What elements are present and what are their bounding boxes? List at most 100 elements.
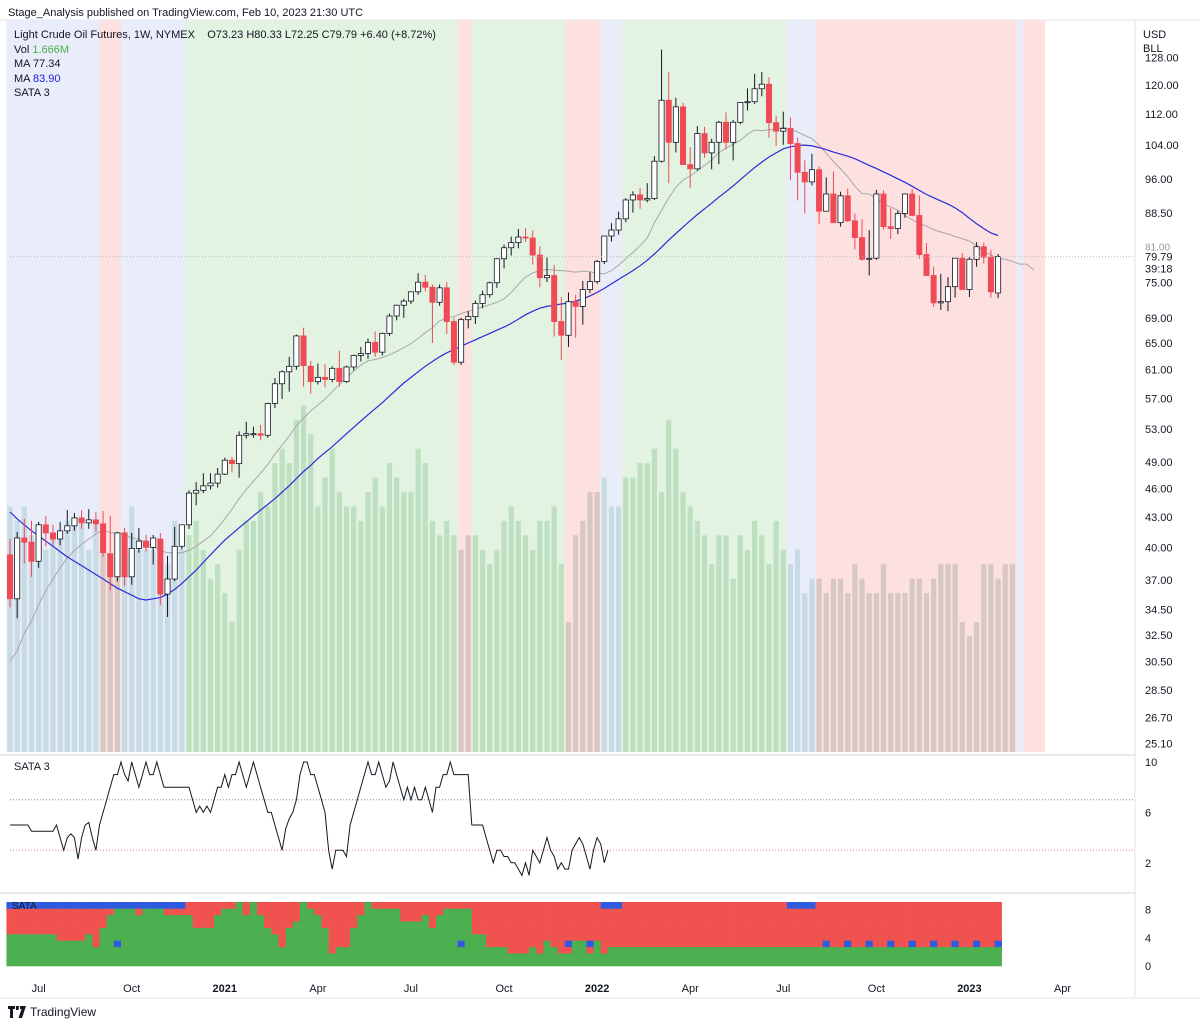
sata-heatmap-cell: [407, 934, 415, 941]
sata-heatmap-cell: [285, 946, 294, 954]
candle-body: [801, 171, 808, 183]
sata-heatmap-cell: [758, 927, 766, 935]
sata-heatmap-cell: [772, 908, 780, 916]
sata-heatmap-cell: [507, 902, 516, 909]
sata-heatmap-cell: [643, 959, 652, 967]
volume-bar: [966, 636, 973, 752]
stage-background-band: [249, 20, 258, 752]
candle-body: [565, 301, 572, 336]
volume-bar: [544, 520, 550, 752]
sata-heatmap-cell: [536, 921, 544, 928]
sata-heatmap-cell: [285, 934, 294, 941]
tradingview-footer[interactable]: TradingView: [8, 1005, 96, 1019]
sata-heatmap-cell: [357, 921, 365, 928]
time-axis-label: Oct: [123, 983, 140, 995]
sata-heatmap-cell: [178, 927, 186, 935]
candle-body: [293, 335, 300, 367]
sata-heatmap-cell: [894, 934, 902, 941]
candlestick: [57, 521, 64, 546]
sata-heatmap-cell: [915, 921, 924, 928]
sata-heatmap-cell: [743, 959, 752, 967]
legend-sata-row[interactable]: SATA 3: [14, 86, 436, 101]
sata-heatmap-cell: [657, 908, 666, 916]
candle-body: [57, 530, 64, 540]
sata-heatmap-cell: [973, 921, 981, 928]
sata-heatmap-cell: [930, 914, 938, 922]
sata-heatmap-cell: [285, 927, 294, 935]
sata-heatmap-cell: [693, 927, 702, 935]
sata-heatmap-cell: [471, 927, 480, 935]
sata-heatmap-cell: [650, 927, 659, 935]
stage-background-band: [629, 20, 637, 752]
sata-heatmap-cell: [249, 902, 258, 909]
sata-heatmap-cell: [672, 946, 680, 954]
sata-heatmap-cell: [6, 959, 14, 967]
candlestick: [35, 521, 42, 568]
legend-ma-slow-row[interactable]: MA 83.90: [14, 72, 436, 87]
sata-heatmap-cell: [815, 934, 823, 941]
stage-background-band: [242, 20, 251, 752]
candle-body: [257, 433, 264, 436]
sata-heatmap-cell: [521, 908, 530, 916]
stage-background-band: [994, 20, 1003, 752]
sata-heatmap-cell: [49, 902, 57, 909]
volume-bar: [143, 549, 149, 752]
volume-bar: [215, 564, 221, 752]
sata-heatmap-cell: [715, 959, 723, 967]
sata-heatmap-cell: [901, 908, 909, 916]
candle-body: [594, 261, 601, 283]
sata-heatmap-cell: [751, 953, 759, 960]
sata-heatmap-cell: [851, 908, 859, 916]
sata-heatmap-cell: [815, 946, 823, 954]
sata-heatmap-cell: [13, 902, 22, 909]
sata-heatmap-cell: [357, 927, 365, 935]
sata-heatmap-cell: [557, 953, 566, 960]
candle-body: [644, 198, 651, 201]
sata-heatmap-cell: [700, 934, 709, 941]
symbol-title[interactable]: Light Crude Oil Futures, 1W, NYMEX: [14, 29, 195, 41]
legend-ma-fast-row[interactable]: MA 77.34: [14, 57, 436, 72]
sata-heatmap-cell: [70, 902, 79, 909]
sata-heatmap-cell: [20, 908, 29, 916]
sata-heatmap-cell: [879, 921, 888, 928]
candlestick: [436, 284, 443, 306]
sata-heatmap-cell: [715, 921, 723, 928]
candlestick: [28, 520, 35, 577]
sata-heatmap-cell: [715, 946, 723, 954]
stage-background-band: [529, 20, 537, 752]
partial-price-label: 81.00: [1145, 243, 1170, 254]
sata-heatmap-cell: [536, 934, 544, 941]
candlestick: [493, 258, 500, 288]
sata-heatmap-cell: [113, 940, 122, 948]
stage-background-band: [615, 20, 623, 752]
sata-heatmap-cell: [328, 902, 337, 909]
sata-heatmap-cell: [364, 902, 372, 909]
candle-body: [121, 532, 128, 578]
sata-heatmap-cell: [221, 921, 229, 928]
sata-heatmap-cell: [35, 921, 43, 928]
sata-heatmap-cell: [99, 934, 107, 941]
sata-heatmap-cell: [228, 940, 236, 948]
sata-heatmap-cell: [615, 959, 623, 967]
sata-heatmap-cell: [822, 940, 831, 948]
price-tick-label: 69.00: [1145, 313, 1173, 325]
sata-heatmap-cell: [314, 940, 322, 948]
sata-heatmap-cell: [178, 959, 186, 967]
sata-heatmap-cell: [629, 914, 637, 922]
candle-body: [35, 524, 42, 562]
sata-heatmap-cell: [765, 921, 773, 928]
candlestick: [42, 515, 49, 547]
candlestick: [271, 378, 278, 408]
sata-heatmap-cell: [142, 934, 150, 941]
sata-heatmap-cell: [514, 934, 523, 941]
sata-heatmap-cell: [63, 940, 72, 948]
sata-heatmap-cell: [85, 959, 93, 967]
sata-heatmap-cell: [536, 959, 544, 967]
sata-heatmap-cell: [529, 953, 537, 960]
sata-heatmap-cell: [593, 940, 601, 948]
volume-bar: [472, 535, 478, 752]
sata-heatmap-cell: [564, 940, 573, 948]
legend-volume-row[interactable]: Vol 1.666M: [14, 43, 436, 58]
sata-heatmap-cell: [586, 934, 594, 941]
sata-heatmap-cell: [307, 914, 315, 922]
